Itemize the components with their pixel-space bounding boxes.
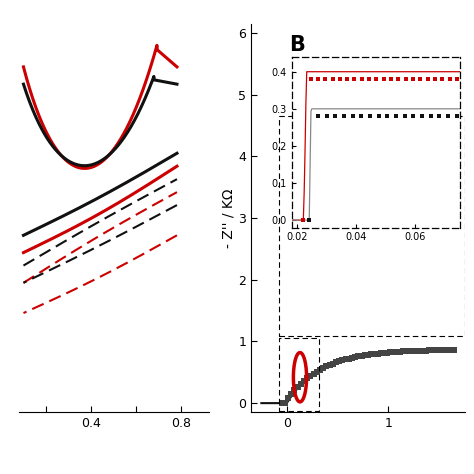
Point xyxy=(281,399,289,407)
Point xyxy=(392,112,400,120)
Point xyxy=(409,347,417,355)
Point xyxy=(351,75,358,83)
Point xyxy=(329,75,337,83)
Point xyxy=(340,112,348,120)
Point xyxy=(358,75,365,83)
Point xyxy=(419,347,426,355)
Point xyxy=(402,75,410,83)
Point xyxy=(307,75,314,83)
Point xyxy=(301,377,308,385)
Point xyxy=(314,112,322,120)
Point xyxy=(357,112,365,120)
Point xyxy=(374,350,382,357)
Point xyxy=(393,348,401,356)
Point xyxy=(316,366,324,374)
Point xyxy=(307,372,314,380)
Point xyxy=(400,348,407,356)
Point xyxy=(425,346,433,354)
Point xyxy=(441,346,448,354)
Point xyxy=(278,399,285,407)
Point xyxy=(419,112,426,120)
Point xyxy=(390,348,397,356)
Point xyxy=(291,387,298,394)
Point xyxy=(284,394,292,402)
Point xyxy=(332,359,340,366)
Point xyxy=(387,348,394,356)
Point xyxy=(361,352,369,359)
Point xyxy=(431,346,439,354)
Point xyxy=(329,360,337,367)
Point xyxy=(410,112,417,120)
Point xyxy=(297,380,305,388)
Point xyxy=(310,370,318,377)
Point xyxy=(444,112,452,120)
Point xyxy=(431,75,439,83)
Point xyxy=(415,347,423,355)
Point xyxy=(394,75,402,83)
Point xyxy=(435,346,442,354)
Point xyxy=(323,363,330,370)
Point xyxy=(380,349,388,357)
Point xyxy=(345,355,353,363)
Point xyxy=(446,75,453,83)
Point xyxy=(447,346,455,354)
Point xyxy=(453,75,461,83)
Point xyxy=(364,351,372,359)
Point xyxy=(331,112,339,120)
Point xyxy=(375,112,383,120)
Point xyxy=(343,75,351,83)
Point xyxy=(396,348,404,356)
Point xyxy=(321,75,329,83)
Point xyxy=(367,351,375,358)
Point xyxy=(371,350,378,358)
Point xyxy=(313,368,320,375)
Point xyxy=(338,356,346,364)
Point xyxy=(305,216,313,224)
Point xyxy=(438,346,446,354)
Y-axis label: - Z'' / KΩ: - Z'' / KΩ xyxy=(221,188,236,248)
Point xyxy=(409,75,417,83)
Point xyxy=(355,353,362,360)
Point xyxy=(453,112,461,120)
Point xyxy=(417,75,424,83)
Point xyxy=(300,216,307,224)
Point xyxy=(326,361,333,369)
Point xyxy=(428,346,436,354)
Point xyxy=(342,356,349,363)
Point xyxy=(288,391,295,398)
Point xyxy=(401,112,409,120)
Point xyxy=(427,112,435,120)
Point xyxy=(383,349,391,356)
Point xyxy=(383,112,391,120)
Point xyxy=(380,75,388,83)
Point xyxy=(406,347,413,355)
Point xyxy=(314,75,322,83)
Point xyxy=(424,75,431,83)
Point xyxy=(351,353,359,361)
Point xyxy=(336,75,344,83)
Text: B: B xyxy=(290,35,305,55)
Point xyxy=(444,346,452,354)
Point xyxy=(348,354,356,362)
Point xyxy=(373,75,380,83)
Point xyxy=(451,346,458,354)
Point xyxy=(294,383,301,391)
Point xyxy=(303,374,311,382)
Point xyxy=(349,112,356,120)
Point xyxy=(358,352,365,360)
Point xyxy=(336,357,343,365)
Point xyxy=(323,112,330,120)
Point xyxy=(412,347,420,355)
Point xyxy=(422,347,429,355)
Point xyxy=(387,75,395,83)
Point xyxy=(438,75,446,83)
Point xyxy=(377,349,384,357)
Point xyxy=(365,75,373,83)
Point xyxy=(366,112,374,120)
Point xyxy=(436,112,443,120)
Point xyxy=(402,347,410,355)
Point xyxy=(319,364,327,372)
